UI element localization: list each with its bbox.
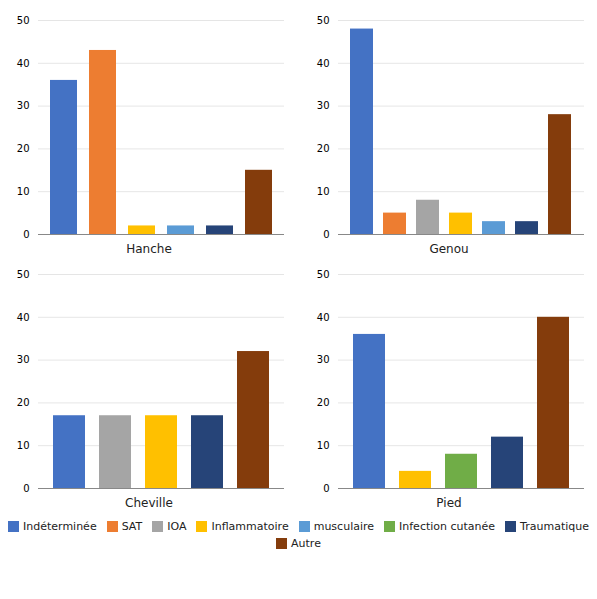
svg-text:30: 30 bbox=[317, 100, 330, 111]
svg-text:20: 20 bbox=[17, 143, 30, 154]
svg-text:50: 50 bbox=[317, 269, 330, 280]
svg-text:0: 0 bbox=[23, 483, 29, 494]
svg-text:20: 20 bbox=[17, 397, 30, 408]
svg-text:50: 50 bbox=[17, 269, 30, 280]
html-text:Infection cutanée: Infection cutanée bbox=[399, 520, 496, 533]
svg-text:10: 10 bbox=[17, 186, 30, 197]
html-text:Genou: Genou bbox=[429, 242, 469, 256]
html-text:Hanche: Hanche bbox=[126, 242, 172, 256]
svg-text:20: 20 bbox=[317, 143, 330, 154]
html-text:Autre: Autre bbox=[291, 537, 321, 550]
svg-text:10: 10 bbox=[17, 440, 30, 451]
html-text:Cheville: Cheville bbox=[125, 496, 173, 510]
svg-text:50: 50 bbox=[317, 15, 330, 26]
svg-text:0: 0 bbox=[323, 229, 329, 240]
svg-text:0: 0 bbox=[23, 229, 29, 240]
svg-text:30: 30 bbox=[317, 354, 330, 365]
svg-text:30: 30 bbox=[17, 354, 30, 365]
html-text:Inflammatoire: Inflammatoire bbox=[211, 520, 289, 533]
html-text:musculaire: musculaire bbox=[313, 520, 374, 533]
svg-text:10: 10 bbox=[317, 440, 330, 451]
html-text:Pied: Pied bbox=[436, 496, 462, 510]
svg-text:20: 20 bbox=[317, 397, 330, 408]
svg-text:40: 40 bbox=[317, 312, 330, 323]
svg-text:10: 10 bbox=[317, 186, 330, 197]
svg-text:0: 0 bbox=[323, 483, 329, 494]
html-text:IOA: IOA bbox=[167, 520, 187, 533]
svg-text:40: 40 bbox=[17, 312, 30, 323]
svg-text:50: 50 bbox=[17, 15, 30, 26]
svg-text:40: 40 bbox=[317, 58, 330, 69]
svg-text:30: 30 bbox=[17, 100, 30, 111]
html-text:SAT: SAT bbox=[121, 520, 143, 533]
svg-text:40: 40 bbox=[17, 58, 30, 69]
html-text:Indéterminée: Indéterminée bbox=[23, 520, 97, 533]
html-text:Traumatique: Traumatique bbox=[520, 520, 589, 533]
